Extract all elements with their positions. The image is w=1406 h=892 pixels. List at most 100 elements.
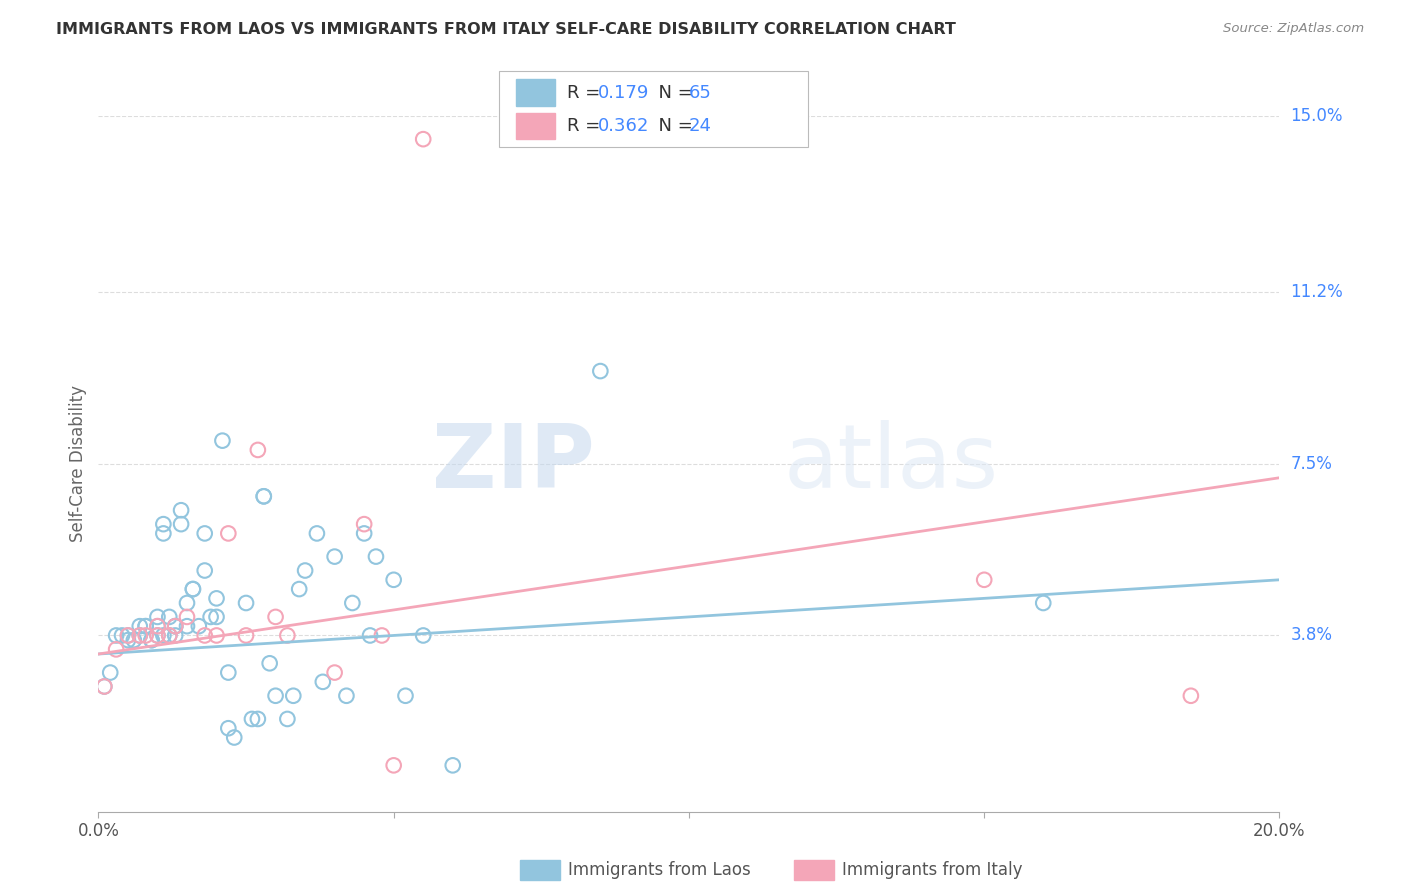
Point <box>240 712 263 726</box>
Point <box>176 619 198 633</box>
Point <box>253 489 276 503</box>
Point <box>176 610 198 624</box>
Text: 24: 24 <box>689 117 711 135</box>
Point <box>264 610 287 624</box>
Point <box>135 628 157 642</box>
Point <box>382 758 405 772</box>
Text: N =: N = <box>647 84 699 102</box>
Point <box>152 628 174 642</box>
Point <box>353 526 375 541</box>
Point <box>117 633 139 648</box>
Point <box>105 642 128 657</box>
Text: R =: R = <box>567 84 606 102</box>
Point <box>217 721 239 735</box>
Point <box>371 628 394 642</box>
Point <box>294 564 316 578</box>
Text: Immigrants from Laos: Immigrants from Laos <box>568 861 751 879</box>
Point <box>312 674 335 689</box>
Point <box>194 526 217 541</box>
Point <box>246 442 269 457</box>
Text: IMMIGRANTS FROM LAOS VS IMMIGRANTS FROM ITALY SELF-CARE DISABILITY CORRELATION C: IMMIGRANTS FROM LAOS VS IMMIGRANTS FROM … <box>56 22 956 37</box>
Point <box>359 628 381 642</box>
Point <box>589 364 612 378</box>
Y-axis label: Self-Care Disability: Self-Care Disability <box>69 385 87 542</box>
Point <box>205 591 228 606</box>
Text: N =: N = <box>647 117 699 135</box>
Point <box>194 564 217 578</box>
Point <box>323 549 346 564</box>
Point <box>235 596 257 610</box>
Point <box>1180 689 1202 703</box>
Point <box>117 628 139 642</box>
Point <box>111 628 134 642</box>
Point <box>194 628 217 642</box>
Point <box>276 628 298 642</box>
Point <box>217 665 239 680</box>
Point <box>146 628 169 642</box>
Point <box>146 610 169 624</box>
Point <box>181 582 204 596</box>
Point <box>165 619 187 633</box>
Point <box>217 526 239 541</box>
Point <box>170 517 193 532</box>
Point <box>305 526 328 541</box>
Point <box>135 619 157 633</box>
Point <box>335 689 357 703</box>
Point <box>93 680 115 694</box>
Point <box>1032 596 1054 610</box>
Point <box>128 628 150 642</box>
Point <box>135 619 157 633</box>
Point <box>146 619 169 633</box>
Point <box>128 619 150 633</box>
Point <box>283 689 305 703</box>
Text: 0.179: 0.179 <box>598 84 650 102</box>
Point <box>122 633 145 648</box>
Point <box>117 628 139 642</box>
Text: Source: ZipAtlas.com: Source: ZipAtlas.com <box>1223 22 1364 36</box>
Point <box>211 434 233 448</box>
Text: 7.5%: 7.5% <box>1291 455 1333 473</box>
Point <box>412 628 434 642</box>
Point <box>253 489 276 503</box>
Point <box>157 610 180 624</box>
Point <box>288 582 311 596</box>
Point <box>364 549 387 564</box>
Text: Immigrants from Italy: Immigrants from Italy <box>842 861 1022 879</box>
Text: 0.362: 0.362 <box>598 117 650 135</box>
Text: 3.8%: 3.8% <box>1291 626 1333 644</box>
Point <box>181 582 204 596</box>
Point <box>157 628 180 642</box>
Point <box>412 132 434 146</box>
Point <box>973 573 995 587</box>
Point <box>152 526 174 541</box>
Point <box>128 628 150 642</box>
Text: R =: R = <box>567 117 606 135</box>
Point <box>323 665 346 680</box>
Point <box>165 619 187 633</box>
Text: 65: 65 <box>689 84 711 102</box>
Point <box>93 680 115 694</box>
Point <box>187 619 209 633</box>
Point <box>141 633 163 648</box>
Text: ZIP: ZIP <box>432 420 595 508</box>
Point <box>146 619 169 633</box>
Point <box>152 517 174 532</box>
Point <box>342 596 364 610</box>
Point <box>259 657 281 671</box>
Point <box>353 517 375 532</box>
Point <box>382 573 405 587</box>
Point <box>235 628 257 642</box>
Point <box>165 628 187 642</box>
Point <box>441 758 464 772</box>
Point <box>105 628 128 642</box>
Text: atlas: atlas <box>783 420 998 508</box>
Point <box>264 689 287 703</box>
Point <box>246 712 269 726</box>
Point <box>146 628 169 642</box>
Point <box>157 628 180 642</box>
Point <box>205 628 228 642</box>
Point <box>200 610 222 624</box>
Point <box>141 633 163 648</box>
Point <box>224 731 246 745</box>
Text: 15.0%: 15.0% <box>1291 107 1343 125</box>
